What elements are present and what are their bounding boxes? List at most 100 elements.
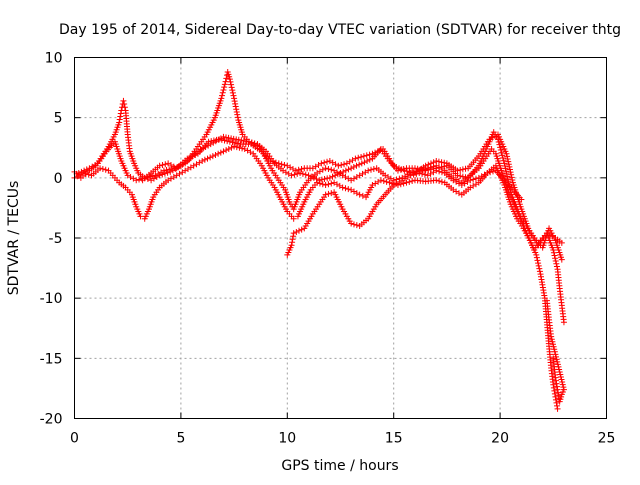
data-point-interp bbox=[552, 377, 559, 384]
data-point-interp bbox=[293, 228, 300, 235]
data-point-interp bbox=[549, 341, 556, 348]
data-point-interp bbox=[219, 92, 226, 99]
data-point-interp bbox=[328, 180, 335, 187]
x-axis-title: GPS time / hours bbox=[281, 458, 398, 474]
data-point bbox=[377, 177, 384, 184]
data-point-interp bbox=[224, 138, 231, 145]
data-point-interp bbox=[338, 161, 345, 168]
points-layer bbox=[71, 68, 567, 412]
x-tick-label: 25 bbox=[598, 431, 616, 447]
data-point-interp bbox=[436, 178, 443, 185]
data-point bbox=[433, 177, 440, 184]
data-point-interp bbox=[504, 173, 511, 180]
data-point-interp bbox=[459, 173, 466, 180]
data-point-interp bbox=[302, 171, 309, 178]
data-point-interp bbox=[552, 258, 559, 265]
data-point-interp bbox=[508, 174, 515, 181]
data-point-interp bbox=[509, 177, 516, 184]
data-point-interp bbox=[554, 402, 561, 409]
ticks-layer: 0 5 10 15 20 25 -20 -15 -10 -5 0 5 10 bbox=[40, 51, 616, 447]
data-point-interp bbox=[490, 168, 497, 175]
data-point-interp bbox=[553, 380, 560, 387]
data-point bbox=[358, 160, 365, 167]
data-point-interp bbox=[559, 379, 566, 386]
data-point-interp bbox=[228, 144, 235, 151]
data-point-interp bbox=[324, 175, 331, 182]
data-point bbox=[501, 160, 508, 167]
data-point bbox=[560, 319, 567, 326]
data-point-interp bbox=[501, 163, 508, 170]
data-point bbox=[322, 191, 329, 198]
data-point-interp bbox=[319, 181, 326, 188]
data-point-interp bbox=[551, 346, 558, 353]
data-point-interp bbox=[204, 155, 211, 162]
plot-frame bbox=[74, 57, 607, 419]
data-point-interp bbox=[232, 139, 239, 146]
y-tick-label: 0 bbox=[54, 171, 63, 187]
data-point-interp bbox=[396, 165, 403, 172]
data-point-interp bbox=[560, 384, 567, 391]
data-point-interp bbox=[406, 168, 413, 175]
data-point-interp bbox=[507, 169, 514, 176]
data-point-interp bbox=[217, 149, 224, 156]
data-point bbox=[352, 155, 359, 162]
data-point-interp bbox=[229, 87, 236, 94]
data-point-interp bbox=[506, 166, 513, 173]
data-point-interp bbox=[239, 145, 246, 152]
data-point-interp bbox=[332, 172, 339, 179]
data-point bbox=[205, 138, 212, 145]
data-point-interp bbox=[499, 155, 506, 162]
data-point-interp bbox=[289, 236, 296, 243]
data-point bbox=[137, 213, 144, 220]
data-point-interp bbox=[427, 160, 434, 167]
x-tick-label: 0 bbox=[70, 431, 79, 447]
data-point-interp bbox=[508, 171, 515, 178]
data-point bbox=[558, 256, 565, 263]
data-point-interp bbox=[377, 147, 384, 154]
data-point-interp bbox=[210, 137, 217, 144]
data-point bbox=[322, 182, 329, 189]
data-point-interp bbox=[435, 158, 442, 165]
data-point-interp bbox=[548, 336, 555, 343]
data-point-interp bbox=[324, 158, 331, 165]
data-point bbox=[322, 165, 329, 172]
data-point-interp bbox=[555, 363, 562, 370]
data-point-interp bbox=[556, 366, 563, 373]
data-point bbox=[348, 165, 355, 172]
data-point-interp bbox=[162, 161, 169, 168]
data-point-interp bbox=[232, 103, 239, 110]
data-point bbox=[288, 172, 295, 179]
data-point-interp bbox=[321, 176, 328, 183]
data-point bbox=[433, 157, 440, 164]
data-point-interp bbox=[457, 167, 464, 174]
data-point-interp bbox=[503, 170, 510, 177]
data-point bbox=[484, 170, 491, 177]
data-point bbox=[348, 220, 355, 227]
data-point-interp bbox=[219, 89, 226, 96]
data-point bbox=[422, 162, 429, 169]
data-point-interp bbox=[325, 190, 332, 197]
data-point-interp bbox=[487, 169, 494, 176]
data-point-interp bbox=[221, 84, 228, 91]
data-point-interp bbox=[298, 166, 305, 173]
data-point-interp bbox=[294, 170, 301, 177]
data-point bbox=[216, 136, 223, 143]
data-point bbox=[160, 167, 167, 174]
data-point-interp bbox=[201, 156, 208, 163]
data-point-interp bbox=[81, 167, 88, 174]
data-point bbox=[226, 138, 233, 145]
data-point-interp bbox=[505, 161, 512, 168]
data-point-interp bbox=[295, 166, 302, 173]
data-point-interp bbox=[353, 162, 360, 169]
data-point-interp bbox=[356, 161, 363, 168]
data-point-interp bbox=[345, 166, 352, 173]
data-point bbox=[560, 386, 567, 393]
data-point bbox=[231, 95, 238, 102]
data-point-interp bbox=[234, 140, 241, 147]
data-point bbox=[533, 251, 540, 258]
data-point bbox=[326, 174, 333, 181]
data-point-interp bbox=[340, 168, 347, 175]
y-tick-label: -20 bbox=[40, 412, 63, 428]
data-point-interp bbox=[554, 383, 561, 390]
